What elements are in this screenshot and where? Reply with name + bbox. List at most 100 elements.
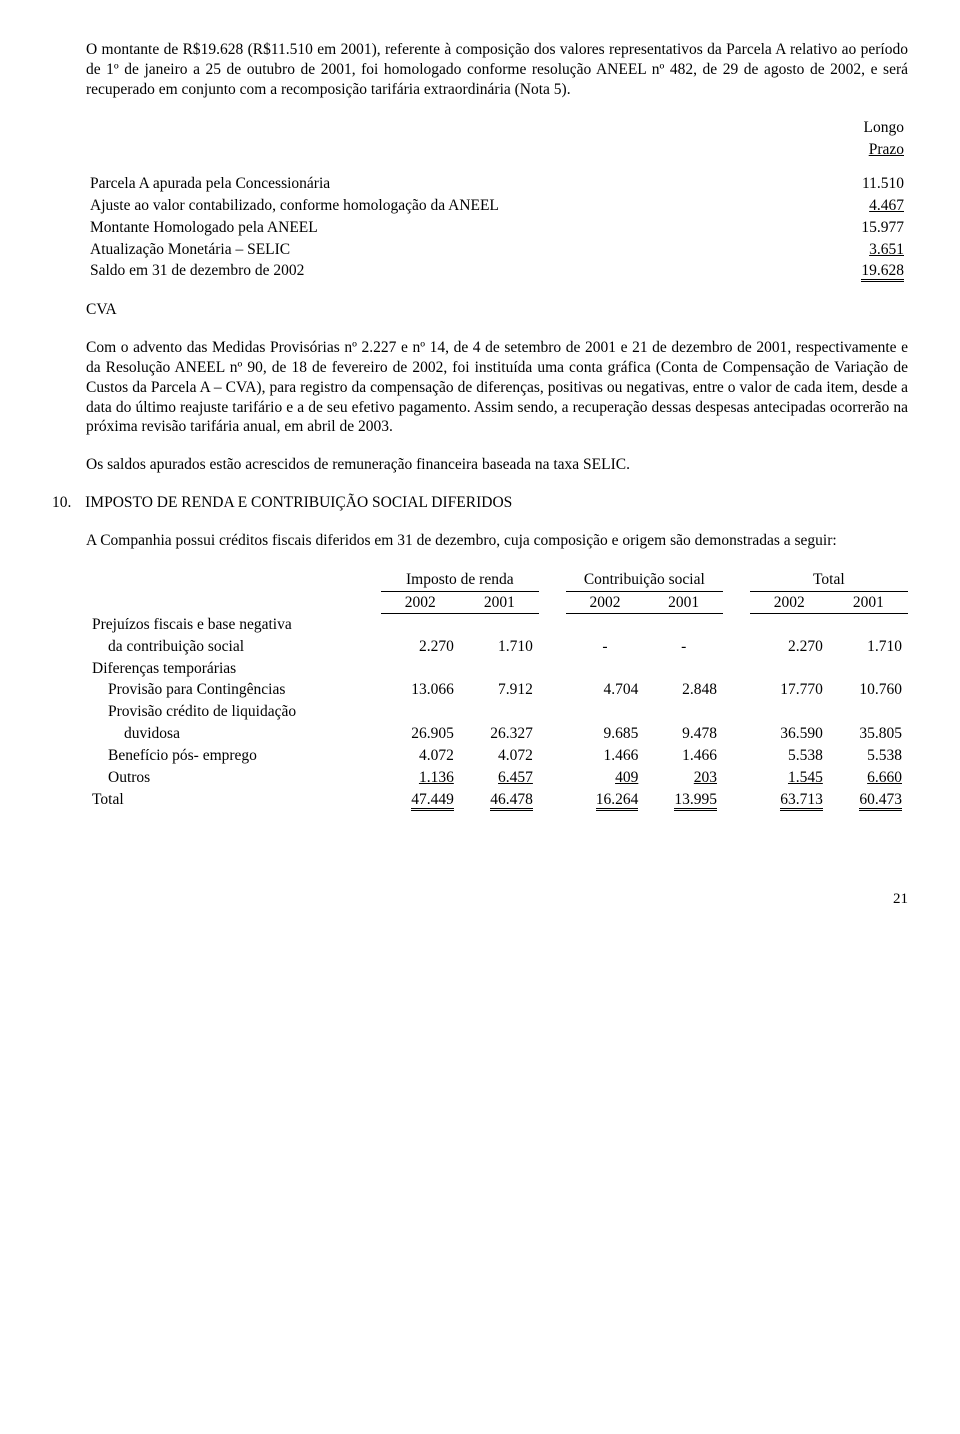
cell-value: 4.072 xyxy=(381,745,460,767)
cell-value: 1.545 xyxy=(750,767,829,789)
cell-value xyxy=(566,614,645,636)
cell-value: 5.538 xyxy=(750,745,829,767)
cell-value: 5.538 xyxy=(829,745,908,767)
cell-value xyxy=(750,701,829,723)
cell-value xyxy=(566,658,645,680)
group-header-cs: Contribuição social xyxy=(566,569,723,591)
year-header: 2002 xyxy=(750,591,829,614)
row-value: 3.651 xyxy=(830,239,908,261)
col-header-prazo: Prazo xyxy=(830,139,908,161)
col-header-longo: Longo xyxy=(830,117,908,139)
section-number: 10. xyxy=(52,494,71,511)
row-value: 15.977 xyxy=(830,217,908,239)
cell-value xyxy=(460,658,539,680)
row-label: duvidosa xyxy=(86,723,381,745)
cell-value: 2.270 xyxy=(381,636,460,658)
section-title-text: IMPOSTO DE RENDA E CONTRIBUIÇÃO SOCIAL D… xyxy=(85,494,512,511)
table-row: Benefício pós- emprego4.0724.0721.4661.4… xyxy=(86,745,908,767)
table-row: Ajuste ao valor contabilizado, conforme … xyxy=(86,195,908,217)
year-header: 2001 xyxy=(829,591,908,614)
cell-value: - xyxy=(644,636,723,658)
cell-value: 1.466 xyxy=(566,745,645,767)
cell-value: 9.685 xyxy=(566,723,645,745)
cell-value xyxy=(460,701,539,723)
year-header: 2001 xyxy=(460,591,539,614)
cell-value: 1.466 xyxy=(644,745,723,767)
cell-value: 47.449 xyxy=(381,789,460,811)
paragraph-2: Com o advento das Medidas Provisórias nº… xyxy=(52,338,908,437)
cell-value: 1.710 xyxy=(829,636,908,658)
row-label: Atualização Monetária – SELIC xyxy=(86,239,830,261)
table-row: da contribuição social2.2701.710--2.2701… xyxy=(86,636,908,658)
cell-value: 35.805 xyxy=(829,723,908,745)
year-header: 2002 xyxy=(566,591,645,614)
table-row: Diferenças temporárias xyxy=(86,658,908,680)
paragraph-3: Os saldos apurados estão acrescidos de r… xyxy=(52,455,908,475)
cell-value: 6.660 xyxy=(829,767,908,789)
table-row: Provisão para Contingências13.0667.9124.… xyxy=(86,679,908,701)
row-label: Montante Homologado pela ANEEL xyxy=(86,217,830,239)
cell-value xyxy=(381,614,460,636)
cell-value xyxy=(644,658,723,680)
cell-value xyxy=(566,701,645,723)
cell-value: 46.478 xyxy=(460,789,539,811)
parcela-a-table: Longo Prazo Parcela A apurada pela Conce… xyxy=(86,117,908,282)
row-label: Provisão para Contingências xyxy=(86,679,381,701)
cell-value xyxy=(829,701,908,723)
table-row: duvidosa26.90526.327 9.6859.478 36.59035.8… xyxy=(86,723,908,745)
table-row: Saldo em 31 de dezembro de 200219.628 xyxy=(86,260,908,282)
cell-value: 1.710 xyxy=(460,636,539,658)
row-value: 19.628 xyxy=(830,260,908,282)
cell-value: 26.905 xyxy=(381,723,460,745)
paragraph-4: A Companhia possui créditos fiscais dife… xyxy=(52,531,908,551)
table-row: Prejuízos fiscais e base negativa xyxy=(86,614,908,636)
section-10-heading: 10. IMPOSTO DE RENDA E CONTRIBUIÇÃO SOCI… xyxy=(52,493,908,513)
group-header-total: Total xyxy=(750,569,908,591)
tax-credits-table: Imposto de renda Contribuição social Tot… xyxy=(86,569,908,811)
table-1-wrapper: Longo Prazo Parcela A apurada pela Conce… xyxy=(52,117,908,282)
row-label: Ajuste ao valor contabilizado, conforme … xyxy=(86,195,830,217)
row-label: Prejuízos fiscais e base negativa xyxy=(86,614,381,636)
cell-value xyxy=(460,614,539,636)
table-row: Total47.44946.47816.26413.99563.71360.47… xyxy=(86,789,908,811)
table-row: Montante Homologado pela ANEEL15.977 xyxy=(86,217,908,239)
cell-value: 13.066 xyxy=(381,679,460,701)
cell-value: 2.848 xyxy=(644,679,723,701)
row-label: Total xyxy=(86,789,381,811)
table-row: Atualização Monetária – SELIC3.651 xyxy=(86,239,908,261)
row-label: da contribuição social xyxy=(86,636,381,658)
cell-value: 63.713 xyxy=(750,789,829,811)
row-label: Saldo em 31 de dezembro de 2002 xyxy=(86,260,830,282)
row-label: Outros xyxy=(86,767,381,789)
table-row: Outros1.1366.4574092031.5456.660 xyxy=(86,767,908,789)
cell-value: 203 xyxy=(644,767,723,789)
row-label: Provisão crédito de liquidação xyxy=(86,701,381,723)
group-header-ir: Imposto de renda xyxy=(381,569,539,591)
cell-value: 26.327 xyxy=(460,723,539,745)
row-label: Benefício pós- emprego xyxy=(86,745,381,767)
cell-value xyxy=(644,701,723,723)
cell-value: 60.473 xyxy=(829,789,908,811)
cell-value xyxy=(750,614,829,636)
cell-value: 9.478 xyxy=(644,723,723,745)
page-number: 21 xyxy=(52,890,908,909)
cell-value: 4.072 xyxy=(460,745,539,767)
cell-value xyxy=(381,701,460,723)
cell-value: 10.760 xyxy=(829,679,908,701)
cell-value: 6.457 xyxy=(460,767,539,789)
cell-value: - xyxy=(566,636,645,658)
cell-value xyxy=(644,614,723,636)
cell-value xyxy=(829,658,908,680)
row-value: 11.510 xyxy=(830,173,908,195)
cell-value: 409 xyxy=(566,767,645,789)
row-value: 4.467 xyxy=(830,195,908,217)
cell-value: 17.770 xyxy=(750,679,829,701)
cell-value xyxy=(829,614,908,636)
cell-value xyxy=(750,658,829,680)
table-row: Parcela A apurada pela Concessionária11.… xyxy=(86,173,908,195)
cell-value: 4.704 xyxy=(566,679,645,701)
year-header: 2001 xyxy=(644,591,723,614)
table-row: Provisão crédito de liquidação xyxy=(86,701,908,723)
cell-value: 36.590 xyxy=(750,723,829,745)
cva-heading: CVA xyxy=(86,300,908,320)
